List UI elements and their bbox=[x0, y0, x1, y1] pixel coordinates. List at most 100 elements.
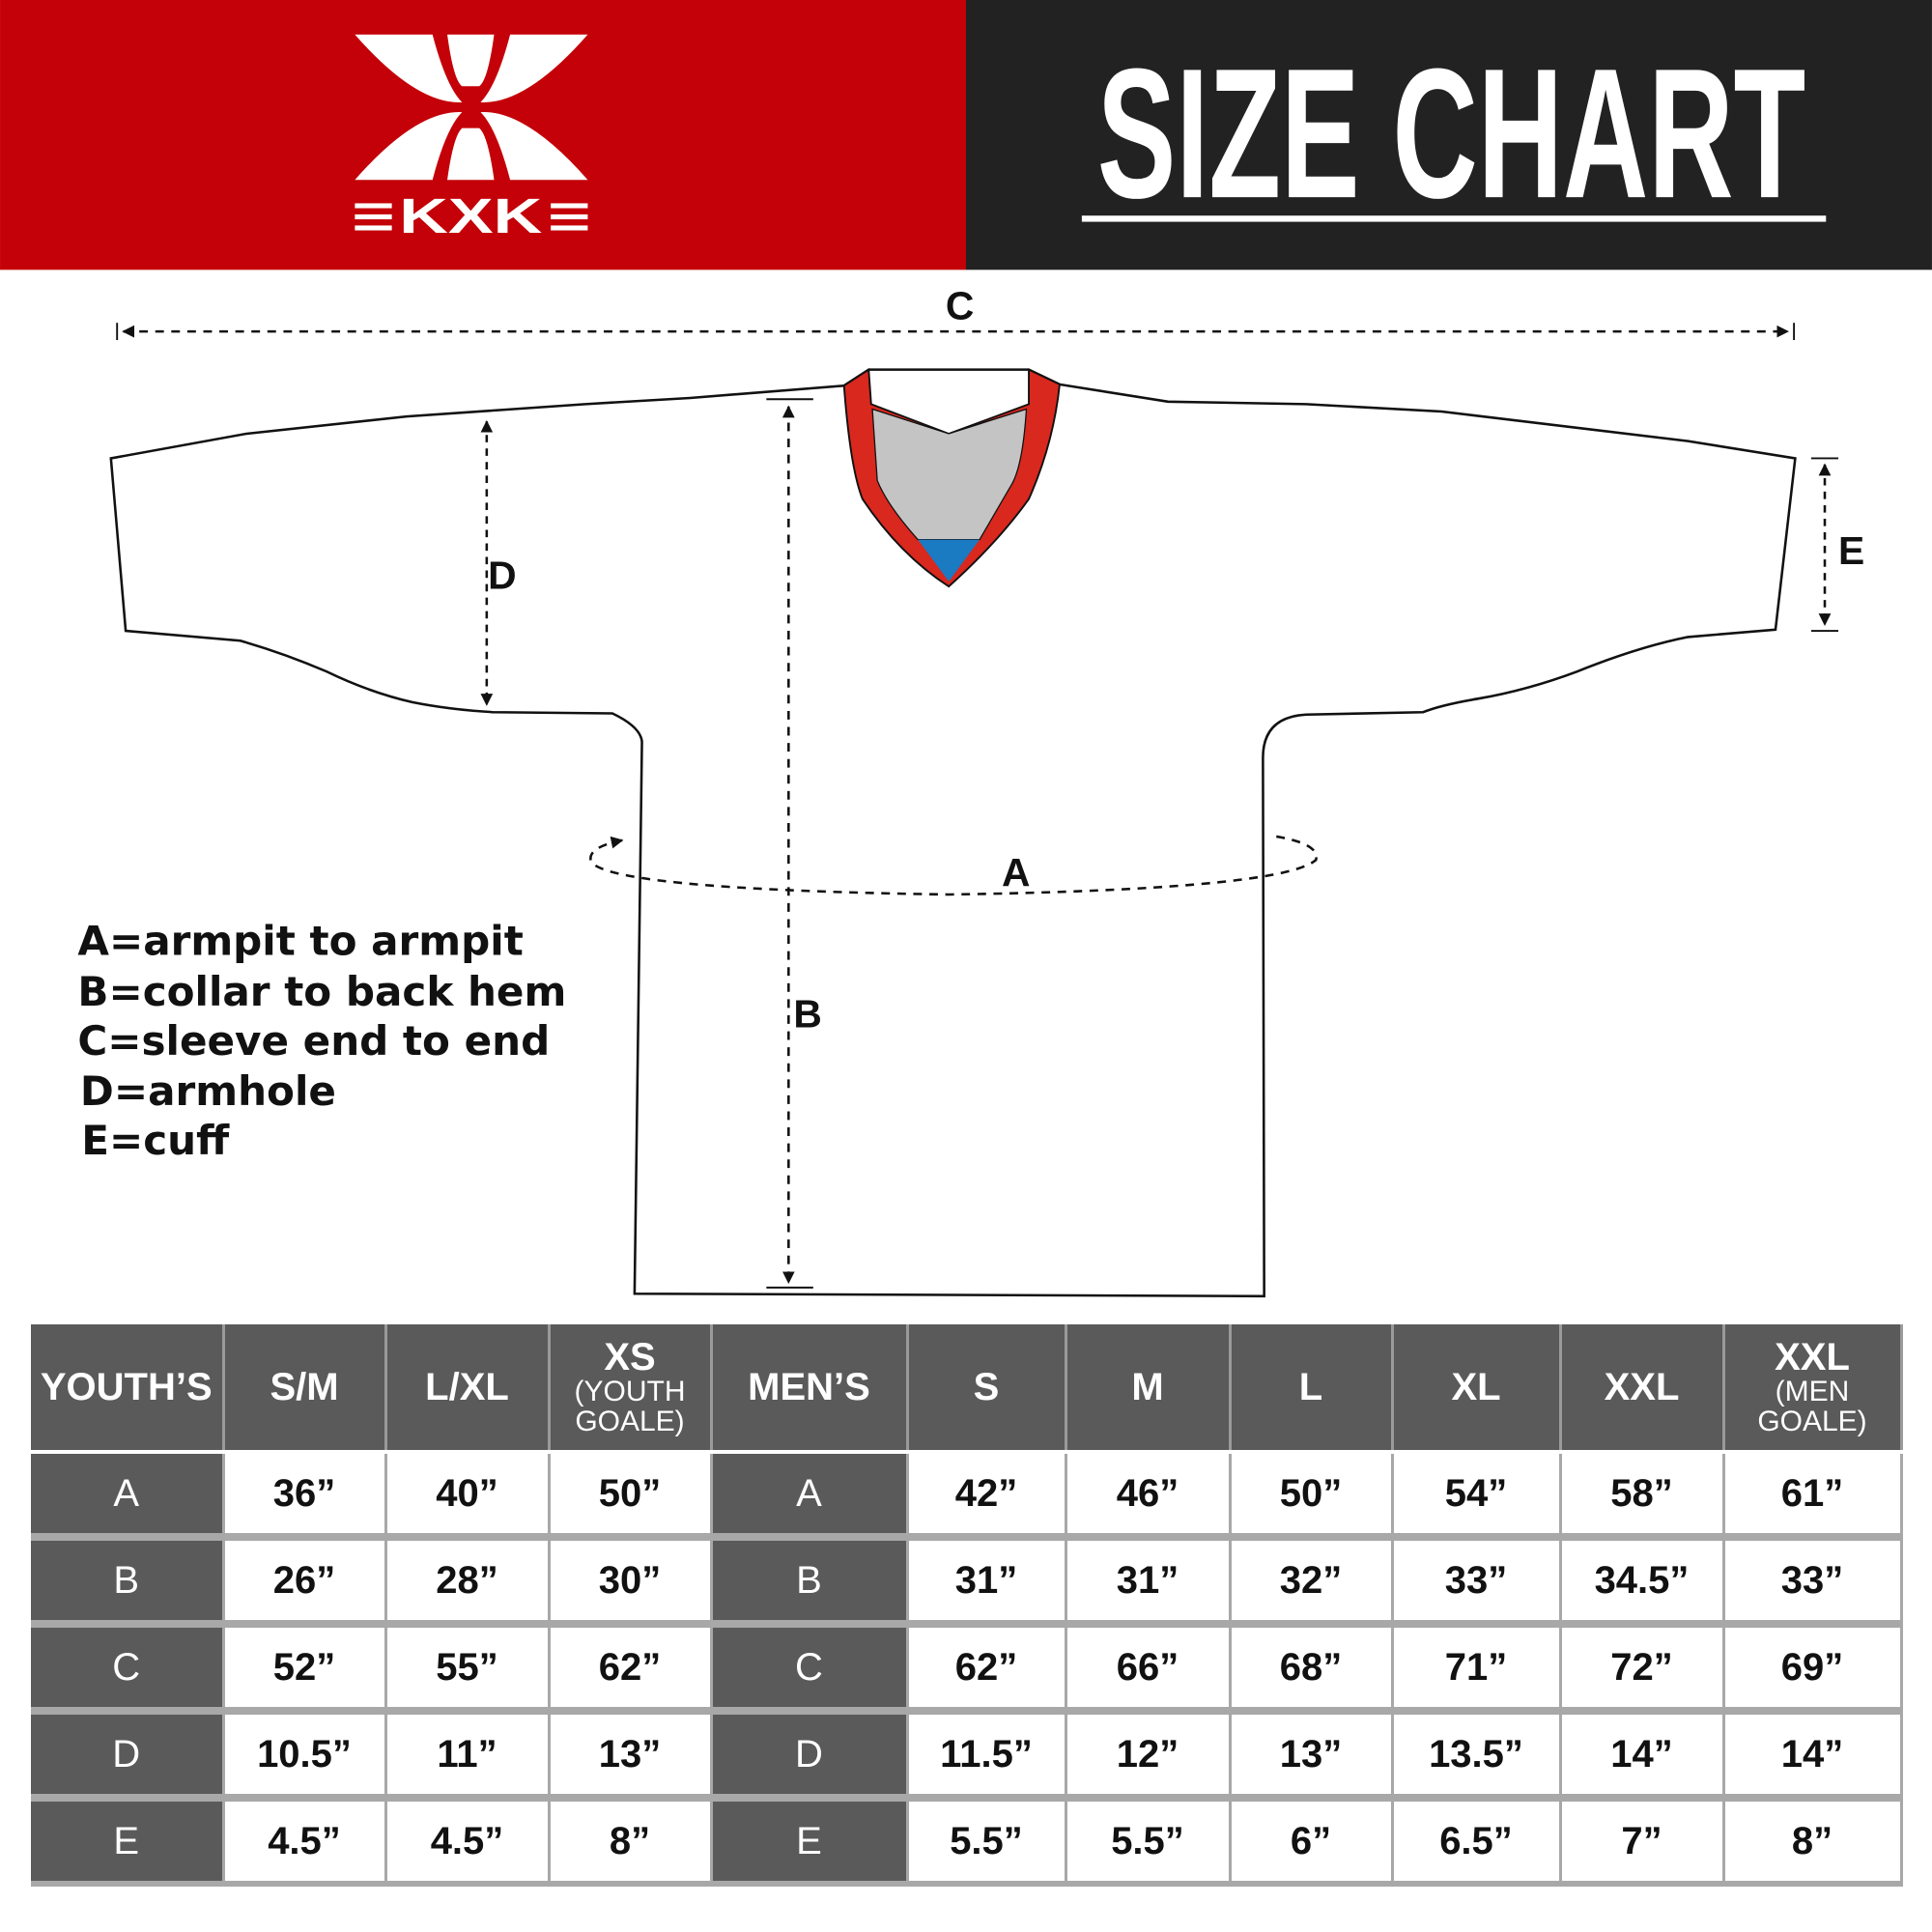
table-cell: 6” bbox=[1230, 1794, 1394, 1887]
table-cell: 61” bbox=[1723, 1450, 1903, 1537]
column-header-sublabel: (MEN GOALE) bbox=[1757, 1375, 1867, 1437]
column-header-label: L/XL bbox=[425, 1366, 509, 1408]
table-cell: 66” bbox=[1065, 1620, 1232, 1711]
column-header: XXL bbox=[1560, 1324, 1725, 1452]
table-cell: 32” bbox=[1230, 1533, 1394, 1624]
measurement-legend: A=armpit to armpit B=collar to back hem … bbox=[77, 917, 566, 1164]
table-cell: 14” bbox=[1723, 1707, 1903, 1798]
table-row: C 52” 55” 62” C 62” 66” 68” 71” 72” 69” bbox=[31, 1620, 1903, 1711]
table-cell: 62” bbox=[907, 1620, 1067, 1711]
table-cell: 13” bbox=[1230, 1707, 1394, 1798]
table-cell: 46” bbox=[1065, 1450, 1232, 1537]
row-label: D bbox=[711, 1707, 909, 1798]
table-cell: 11.5” bbox=[907, 1707, 1067, 1798]
page-title: SIZE CHART bbox=[1097, 30, 1805, 237]
table-cell: 5.5” bbox=[1065, 1794, 1232, 1887]
table-cell: 31” bbox=[907, 1533, 1067, 1624]
row-label: A bbox=[31, 1450, 225, 1537]
column-header-label: L bbox=[1298, 1366, 1323, 1408]
column-header: L bbox=[1230, 1324, 1394, 1452]
table-cell: 10.5” bbox=[223, 1707, 387, 1798]
column-header-label: XXL bbox=[1604, 1366, 1680, 1408]
title-panel bbox=[966, 0, 1932, 270]
table-cell: 28” bbox=[385, 1533, 551, 1624]
table-cell: 36” bbox=[223, 1450, 387, 1537]
column-header-label: XL bbox=[1451, 1366, 1501, 1408]
column-header: L/XL bbox=[385, 1324, 551, 1452]
table-cell: 12” bbox=[1065, 1707, 1232, 1798]
column-header-label: YOUTH’S bbox=[40, 1366, 213, 1408]
row-label: C bbox=[31, 1620, 225, 1711]
table-cell: 34.5” bbox=[1560, 1533, 1725, 1624]
column-header-label: M bbox=[1131, 1366, 1164, 1408]
column-header-sublabel: (YOUTH GOALE) bbox=[574, 1375, 686, 1437]
table-cell: 55” bbox=[385, 1620, 551, 1711]
table-cell: 52” bbox=[223, 1620, 387, 1711]
table-cell: 33” bbox=[1392, 1533, 1562, 1624]
column-header-label: XXL bbox=[1775, 1335, 1850, 1378]
kxk-logo: KXK bbox=[355, 34, 588, 243]
table-cell: 26” bbox=[223, 1533, 387, 1624]
table-row: D 10.5” 11” 13” D 11.5” 12” 13” 13.5” 14” 14” bbox=[31, 1707, 1903, 1798]
table-cell: 33” bbox=[1723, 1533, 1903, 1624]
table-cell: 31” bbox=[1065, 1533, 1232, 1624]
table-cell: 50” bbox=[1230, 1450, 1394, 1537]
column-header: M bbox=[1065, 1324, 1232, 1452]
table-cell: 7” bbox=[1560, 1794, 1725, 1887]
legend-c: C=sleeve end to end bbox=[77, 1017, 550, 1065]
table-cell: 14” bbox=[1560, 1707, 1725, 1798]
table-cell: 72” bbox=[1560, 1620, 1725, 1711]
table-cell: 40” bbox=[385, 1450, 551, 1537]
legend-e: E=cuff bbox=[81, 1117, 230, 1164]
collar bbox=[842, 367, 1061, 588]
row-label: E bbox=[711, 1794, 909, 1887]
size-table: YOUTH’S S/M L/XL XS (YOUTH GOALE) MEN’S S M L XL X… bbox=[31, 1324, 1903, 1887]
column-header-label: S bbox=[973, 1366, 1000, 1408]
legend-a: A=armpit to armpit bbox=[77, 917, 523, 964]
label-e: E bbox=[1838, 528, 1864, 573]
table-cell: 8” bbox=[1723, 1794, 1903, 1887]
column-header: S/M bbox=[223, 1324, 387, 1452]
table-cell: 4.5” bbox=[223, 1794, 387, 1887]
row-label: E bbox=[31, 1794, 225, 1887]
legend-d: D=armhole bbox=[80, 1067, 336, 1115]
table-cell: 30” bbox=[549, 1533, 713, 1624]
table-row: A 36” 40” 50” A 42” 46” 50” 54” 58” 61” bbox=[31, 1450, 1903, 1537]
column-header: MEN’S bbox=[711, 1324, 909, 1452]
column-header: XL bbox=[1392, 1324, 1562, 1452]
column-header-label: XS bbox=[604, 1335, 656, 1378]
table-cell: 5.5” bbox=[907, 1794, 1067, 1887]
row-label: C bbox=[711, 1620, 909, 1711]
label-a: A bbox=[1002, 850, 1030, 895]
legend-b: B=collar to back hem bbox=[77, 968, 566, 1015]
table-cell: 62” bbox=[549, 1620, 713, 1711]
table-cell: 50” bbox=[549, 1450, 713, 1537]
table-cell: 69” bbox=[1723, 1620, 1903, 1711]
table-row: E 4.5” 4.5” 8” E 5.5” 5.5” 6” 6.5” 7” 8” bbox=[31, 1794, 1903, 1887]
label-c: C bbox=[946, 283, 974, 327]
table-cell: 71” bbox=[1392, 1620, 1562, 1711]
jersey-outline bbox=[109, 368, 1797, 1298]
table-cell: 6.5” bbox=[1392, 1794, 1562, 1887]
row-label: B bbox=[31, 1533, 225, 1624]
table-cell: 68” bbox=[1230, 1620, 1394, 1711]
column-header: S bbox=[907, 1324, 1067, 1452]
size-chart-illustration: KXK SIZE CHART C D B E A A=armpit to arm… bbox=[0, 0, 1932, 1298]
column-header-label: MEN’S bbox=[748, 1366, 870, 1408]
table-cell: 13.5” bbox=[1392, 1707, 1562, 1798]
title-underline bbox=[1081, 215, 1827, 222]
brand-wordmark: KXK bbox=[399, 188, 542, 243]
table-cell: 11” bbox=[385, 1707, 551, 1798]
table-cell: 13” bbox=[549, 1707, 713, 1798]
table-cell: 58” bbox=[1560, 1450, 1725, 1537]
table-cell: 54” bbox=[1392, 1450, 1562, 1537]
column-header: XXL (MEN GOALE) bbox=[1723, 1324, 1903, 1452]
dimension-a-loop bbox=[589, 834, 1318, 896]
label-d: D bbox=[488, 554, 516, 598]
column-header-label: S/M bbox=[270, 1366, 339, 1408]
label-b: B bbox=[793, 992, 821, 1037]
table-header-row: YOUTH’S S/M L/XL XS (YOUTH GOALE) MEN’S S M L XL X… bbox=[31, 1324, 1903, 1452]
row-label: B bbox=[711, 1533, 909, 1624]
table-cell: 4.5” bbox=[385, 1794, 551, 1887]
table-cell: 42” bbox=[907, 1450, 1067, 1537]
